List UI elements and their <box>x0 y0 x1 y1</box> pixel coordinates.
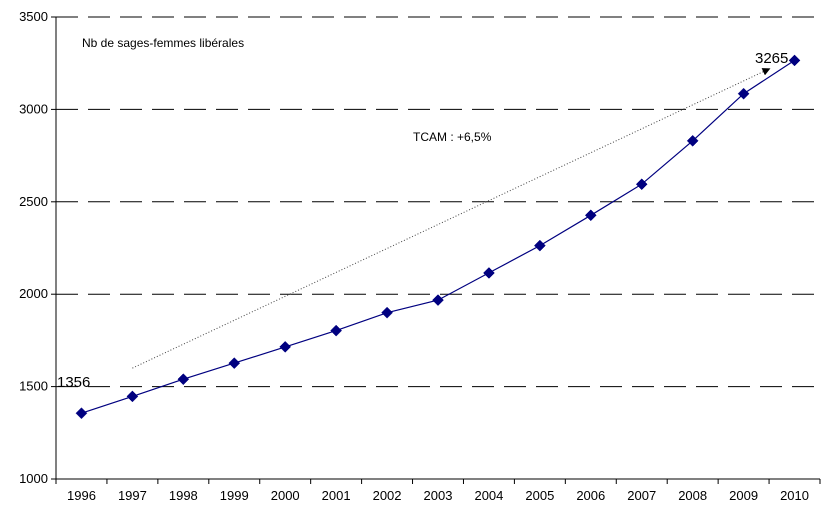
data-point-2000 <box>279 341 292 353</box>
series-line <box>81 59 795 414</box>
x-tick-label-2009: 2009 <box>729 488 758 503</box>
trend-arrow <box>132 68 771 369</box>
x-tick-label-2006: 2006 <box>576 488 605 503</box>
x-tick-label-2008: 2008 <box>678 488 707 503</box>
y-tick-label-2000: 2000 <box>19 286 48 301</box>
data-point-2005 <box>534 239 546 252</box>
data-point-2006 <box>584 209 597 222</box>
y-tick-label-1000: 1000 <box>19 471 48 486</box>
data-point-2004 <box>483 267 495 279</box>
data-point-2001 <box>330 324 342 337</box>
x-tick-label-2001: 2001 <box>322 488 351 503</box>
data-point-1998 <box>177 373 190 386</box>
series-layer <box>75 54 801 420</box>
x-tick-label-2003: 2003 <box>424 488 453 503</box>
y-tick-label-3500: 3500 <box>19 9 48 24</box>
x-tick-label-2005: 2005 <box>525 488 554 503</box>
x-tick-label-1997: 1997 <box>118 488 147 503</box>
data-point-1997 <box>126 390 139 403</box>
y-tick-label-3000: 3000 <box>19 101 48 116</box>
x-tick-label-2002: 2002 <box>373 488 402 503</box>
y-tick-label-2500: 2500 <box>19 194 48 209</box>
data-point-2008 <box>686 134 699 147</box>
data-point-1996 <box>75 407 88 420</box>
data-point-2002 <box>381 306 393 319</box>
y-tick-label-1500: 1500 <box>19 379 48 394</box>
x-tick-label-2000: 2000 <box>271 488 300 503</box>
axes: 1000 1500 2000 2500 3000 3500 1996 1997 1998 1999… <box>19 9 821 503</box>
x-tick-label-2010: 2010 <box>780 488 809 503</box>
end-value-label: 3265 <box>755 50 788 67</box>
grid-lines <box>56 16 820 388</box>
x-tick-label-1999: 1999 <box>220 488 249 503</box>
x-tick-label-1996: 1996 <box>67 488 96 503</box>
chart-title: Nb de sages-femmes libérales <box>82 36 244 50</box>
x-tick-label-1998: 1998 <box>169 488 198 503</box>
data-point-1999 <box>228 357 241 369</box>
trend-line <box>132 68 771 369</box>
data-point-2007 <box>635 178 648 191</box>
data-point-2009 <box>737 87 750 100</box>
growth-annotation: TCAM : +6,5% <box>413 130 492 144</box>
x-tick-label-2007: 2007 <box>627 488 656 503</box>
data-point-2010 <box>788 54 801 67</box>
data-point-2003 <box>432 294 444 306</box>
start-value-label: 1356 <box>57 374 90 391</box>
x-tick-label-2004: 2004 <box>474 488 503 503</box>
